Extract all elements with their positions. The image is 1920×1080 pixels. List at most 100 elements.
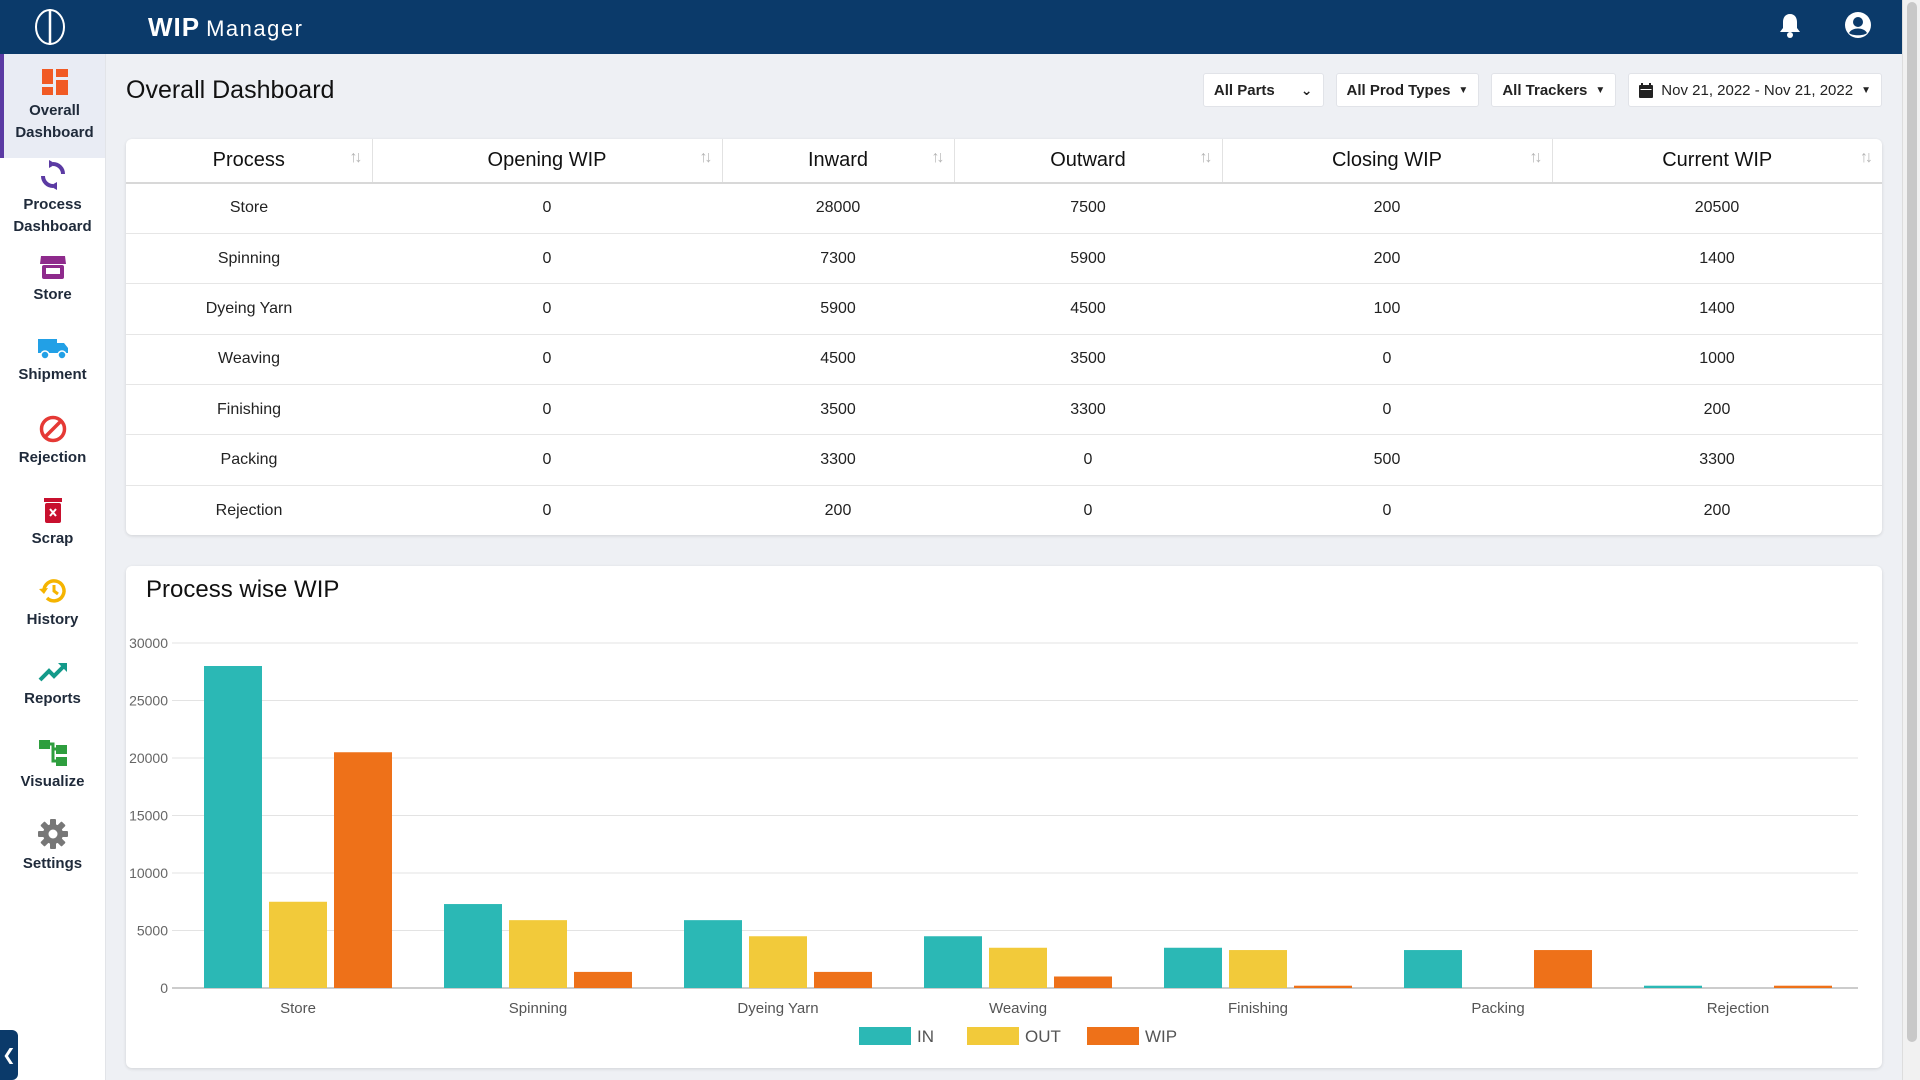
sidebar-item-label: Overall Dashboard: [15, 102, 94, 141]
column-header[interactable]: Process ↑↓: [126, 139, 373, 184]
x-tick-label: Rejection: [1707, 1000, 1770, 1017]
bar-in: [1644, 985, 1702, 988]
app-name: WIP: [148, 11, 201, 42]
sidebar-item-visualize[interactable]: Visualize: [0, 725, 105, 806]
chevron-left-icon: ❮: [2, 1047, 16, 1064]
table-cell: 0: [372, 334, 722, 386]
bar-wip: [1294, 985, 1352, 988]
table-cell: 1000: [1552, 334, 1882, 386]
scrollbar-thumb[interactable]: [1907, 2, 1917, 1042]
caret-down-icon: ▼: [1861, 84, 1871, 96]
x-tick-label: Store: [280, 1000, 316, 1017]
sidebar-item-shipment[interactable]: Shipment: [0, 320, 105, 401]
column-header[interactable]: Closing WIP ↑↓: [1222, 139, 1553, 184]
history-icon: [38, 578, 66, 603]
sidebar-item-scrap[interactable]: Scrap: [0, 482, 105, 563]
trackers-filter-label: All Trackers: [1502, 81, 1588, 99]
x-tick-label: Weaving: [989, 1000, 1047, 1017]
sidebar-item-label: Settings: [22, 854, 83, 872]
sort-icon[interactable]: ↑↓: [1860, 149, 1873, 166]
sidebar-item-label: Scrap: [31, 529, 74, 547]
wip-table: Process ↑↓ Opening WIP ↑↓ Inward ↑↓ Outward ↑↓ C…: [126, 139, 1882, 535]
date-range-filter[interactable]: Nov 21, 2022 - Nov 21, 2022 ▼: [1628, 73, 1882, 107]
truck-icon: [37, 338, 68, 360]
y-tick-label: 30000: [129, 635, 168, 651]
legend-label-wip: WIP: [1145, 1027, 1177, 1046]
table-cell: 7300: [722, 233, 954, 285]
trend-icon: [38, 662, 67, 681]
bar-out: [1229, 950, 1287, 988]
trash-icon: [43, 497, 62, 523]
y-tick-label: 10000: [129, 865, 168, 881]
table-cell: 4500: [722, 334, 954, 386]
table-cell: 0: [542, 501, 552, 519]
legend-swatch-in: [859, 1027, 911, 1045]
sidebar-item-store[interactable]: Store: [0, 239, 105, 320]
column-header[interactable]: Outward ↑↓: [954, 139, 1223, 184]
sort-icon[interactable]: ↑↓: [699, 149, 713, 166]
bar-out: [509, 920, 567, 988]
legend-label-in: IN: [917, 1027, 934, 1046]
bar-in: [924, 936, 982, 988]
bell-icon[interactable]: [1778, 12, 1802, 43]
calendar-icon: [1639, 82, 1654, 98]
table-cell: 1400: [1552, 233, 1882, 285]
table-cell: 0: [1083, 501, 1093, 519]
bar-in: [1164, 947, 1222, 988]
legend-swatch-out: [967, 1027, 1019, 1045]
trackers-filter[interactable]: All Trackers ▼: [1491, 73, 1617, 107]
column-header[interactable]: Current WIP ↑↓: [1552, 139, 1882, 184]
table-cell: 200: [1552, 384, 1882, 436]
x-tick-label: Spinning: [509, 1000, 567, 1017]
sidebar-collapse-button[interactable]: ❮: [0, 1030, 18, 1080]
page-scrollbar[interactable]: [1902, 0, 1920, 1080]
parts-filter[interactable]: All Parts ⌄: [1202, 73, 1324, 107]
sidebar: Overall Dashboard Process Dashboard Stor…: [0, 54, 106, 1080]
account-icon[interactable]: [1844, 11, 1872, 44]
logo-icon[interactable]: [0, 0, 100, 54]
sort-icon[interactable]: ↑↓: [1199, 149, 1213, 166]
table-row: Weaving 0 4500 3500 0 1000: [126, 334, 1882, 386]
wip-table-card: Process ↑↓ Opening WIP ↑↓ Inward ↑↓ Outward ↑↓ C…: [126, 139, 1882, 535]
table-cell: 0: [372, 384, 722, 436]
sort-icon[interactable]: ↑↓: [349, 149, 363, 166]
column-header[interactable]: Inward ↑↓: [722, 139, 955, 184]
sidebar-item-history[interactable]: History: [0, 563, 105, 644]
table-body: Store 0 28000 7500 200 20500 Spinning 0 7300 5900…: [126, 183, 1882, 535]
table-cell: 200: [1222, 233, 1552, 285]
legend-swatch-wip: [1087, 1027, 1139, 1045]
sidebar-item-label: History: [26, 610, 79, 628]
sidebar-item-overall-dashboard[interactable]: Overall Dashboard: [0, 54, 105, 158]
sidebar-item-settings[interactable]: Settings: [0, 806, 105, 887]
table-row: Rejection 0 200 0 0 200: [126, 485, 1882, 535]
prod-types-filter[interactable]: All Prod Types ▼: [1335, 73, 1480, 107]
sidebar-item-reports[interactable]: Reports: [0, 644, 105, 725]
sidebar-item-rejection[interactable]: Rejection: [0, 401, 105, 482]
table-cell: Weaving: [126, 334, 372, 386]
column-header-label: Process: [212, 149, 285, 171]
table-cell: Finishing: [126, 384, 372, 436]
table-cell: 3300: [954, 384, 1222, 436]
bar-out: [989, 947, 1047, 988]
bar-in: [444, 904, 502, 988]
store-icon: [39, 255, 66, 279]
sidebar-item-label: Process Dashboard: [13, 195, 92, 235]
table-cell: 28000: [722, 183, 954, 234]
table-cell: Rejection: [215, 501, 283, 519]
table-header-row: Process ↑↓ Opening WIP ↑↓ Inward ↑↓ Outward ↑↓ C…: [126, 139, 1882, 184]
y-tick-label: 20000: [129, 750, 168, 766]
caret-down-icon: ▼: [1458, 84, 1469, 96]
table-cell: 0: [1382, 501, 1392, 519]
bar-wip: [1774, 985, 1832, 988]
column-header-label: Closing WIP: [1331, 149, 1443, 171]
sort-icon[interactable]: ↑↓: [1529, 149, 1543, 166]
table-cell: 3300: [722, 434, 954, 486]
table-row: Store 0 28000 7500 200 20500: [126, 183, 1882, 234]
sidebar-item-process-dashboard[interactable]: Process Dashboard: [0, 158, 105, 239]
process-wip-chart: 0 5000 10000 15000 20000 25000 30000 Store Spinn…: [129, 635, 1858, 1046]
filter-bar: All Parts ⌄ All Prod Types ▼ All Tracker…: [1202, 73, 1882, 107]
sort-icon[interactable]: ↑↓: [931, 149, 945, 166]
cycle-icon: [40, 159, 65, 190]
bar-wip: [574, 971, 632, 988]
column-header[interactable]: Opening WIP ↑↓: [372, 139, 723, 184]
